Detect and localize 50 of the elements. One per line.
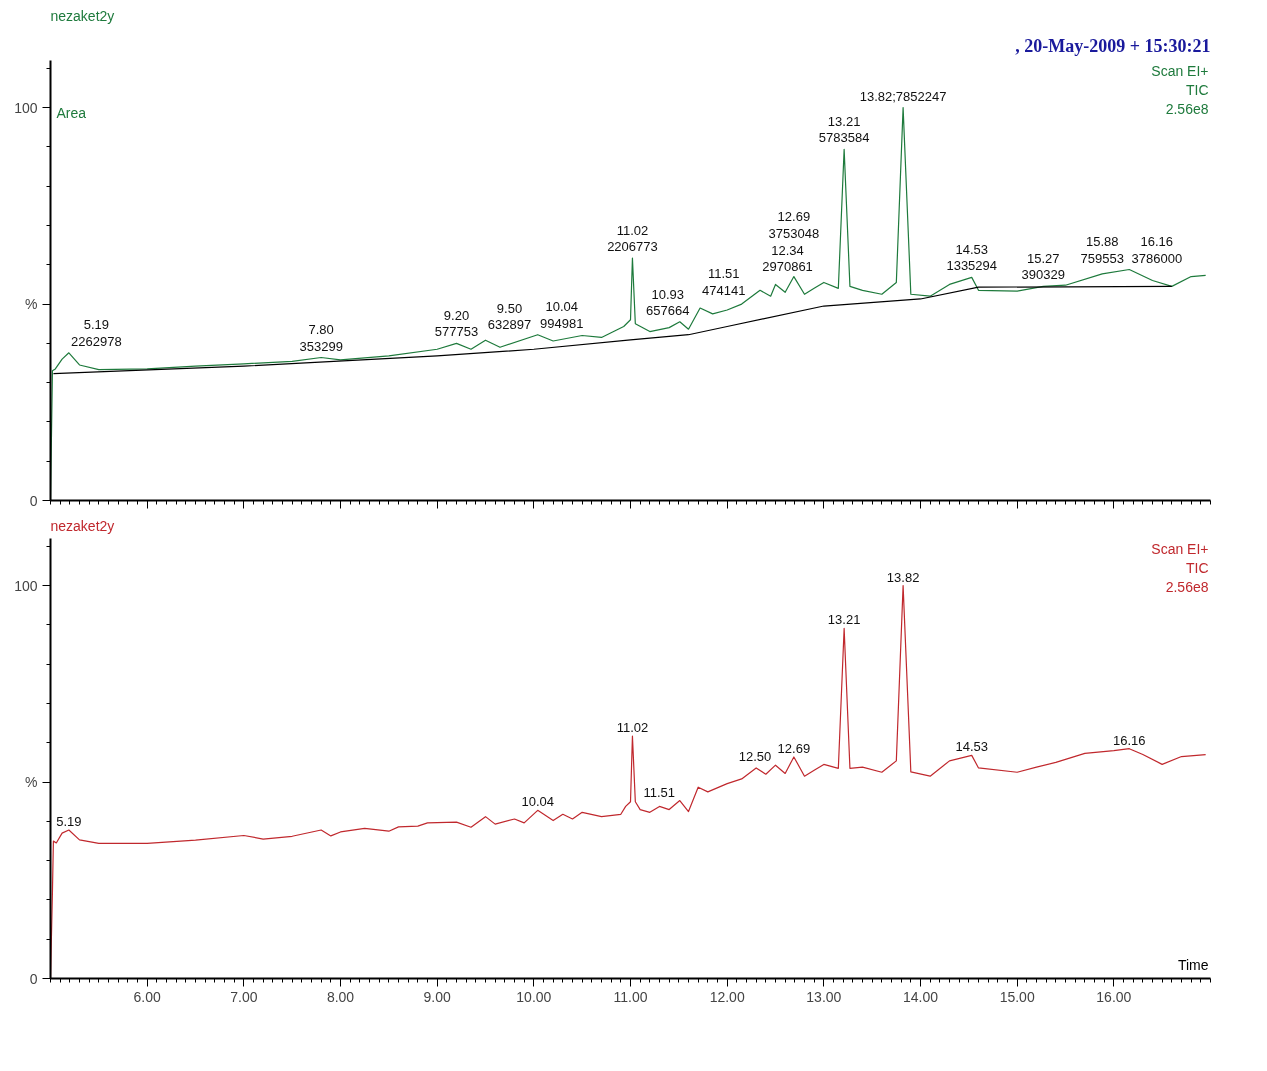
- annotation: 5.19: [56, 814, 82, 829]
- annotation: 11.02 2206773: [607, 222, 658, 255]
- x-tick-label: 16.00: [1096, 988, 1132, 1005]
- text: Scan EI+ TIC 2.56e8: [1151, 540, 1209, 595]
- annotation: 13.82;7852247: [859, 88, 947, 104]
- annotation: 12.34 2970861: [762, 242, 813, 275]
- x-tick-label: 8.00: [326, 988, 355, 1005]
- y-tick-label: 100: [14, 577, 38, 594]
- x-tick-label: 9.00: [423, 988, 451, 1005]
- annotation: 9.20 577753: [434, 307, 479, 340]
- text: Scan EI+ TIC 2.56e8: [1151, 62, 1209, 117]
- annotation: 5.19 2262978: [71, 317, 122, 349]
- x-axis-title: Time: [1177, 956, 1209, 973]
- annotation: 11.02: [616, 720, 649, 736]
- annotation: 9.50 632897: [487, 300, 532, 333]
- annotation: 11.51 474141: [702, 266, 746, 298]
- annotation: 10.93 657664: [646, 286, 690, 319]
- y-tick-label: 0: [29, 970, 38, 987]
- x-tick-label: 12.00: [709, 988, 745, 1005]
- y-tick-label: 100: [14, 99, 38, 116]
- x-tick-label: 13.00: [806, 988, 842, 1005]
- annotation: Area: [56, 105, 87, 122]
- annotation: 11.51: [643, 784, 676, 800]
- annotation: 15.88 759553: [1080, 234, 1124, 266]
- chart-title: nezaket2y: [50, 517, 115, 534]
- annotation: 16.16 3786000: [1131, 234, 1183, 266]
- y-tick-label: %: [25, 774, 38, 791]
- annotation: 12.69 3753048: [768, 209, 820, 241]
- x-tick-label: 6.00: [133, 988, 161, 1005]
- y-tick-label: 0: [29, 492, 38, 509]
- x-tick-label: 7.00: [230, 988, 258, 1005]
- annotation: 12.69: [777, 740, 811, 756]
- annotation: 16.16: [1113, 732, 1146, 748]
- annotation: 12.50: [738, 749, 772, 765]
- x-tick-label: 15.00: [999, 988, 1035, 1005]
- annotation: 7.80 353299: [299, 322, 343, 354]
- annotation: 13.21 5783584: [818, 113, 870, 146]
- annotation: 10.04: [521, 794, 554, 810]
- x-tick-label: 14.00: [902, 988, 939, 1005]
- annotation: 10.04 994981: [540, 299, 584, 331]
- x-tick-label: 10.00: [516, 988, 552, 1005]
- y-tick-label: %: [25, 296, 38, 313]
- text: , 20-May-2009 + 15:30:21: [1015, 35, 1211, 56]
- annotation: 13.82: [886, 569, 920, 585]
- chart-title: nezaket2y: [50, 7, 115, 24]
- annotation: 15.27 390329: [1021, 250, 1065, 283]
- annotation: 14.53: [955, 739, 989, 755]
- x-tick-label: 11.00: [613, 988, 648, 1005]
- annotation: 13.21: [827, 612, 861, 628]
- annotation: 14.53 1335294: [946, 241, 998, 274]
